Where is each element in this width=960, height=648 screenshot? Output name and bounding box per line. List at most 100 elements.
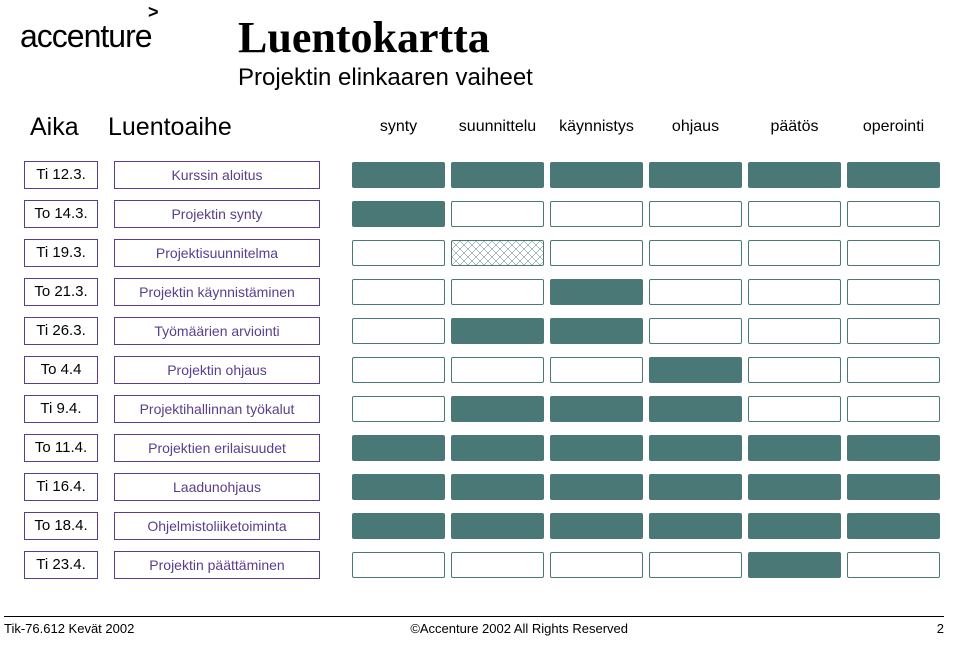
phase-cell [748,357,841,383]
page-subtitle: Projektin elinkaaren vaiheet [238,64,533,92]
date-box: To 4.4 [24,356,98,384]
phase-header: käynnistys [550,118,643,136]
date-box: Ti 16.4. [24,473,98,501]
phase-header: suunnittelu [451,118,544,136]
phase-cell [550,318,643,344]
logo-chevron-icon: > [148,2,157,23]
footer-center: ©Accenture 2002 All Rights Reserved [410,621,628,636]
date-box: To 18.4. [24,512,98,540]
phase-cell [847,513,940,539]
phase-cell [847,318,940,344]
table-row: Ti 16.4. Laadunohjaus [20,467,940,506]
table-row: To 11.4.Projektien erilaisuudet [20,428,940,467]
phase-cell [649,474,742,500]
phase-cell [451,513,544,539]
phase-cell [451,318,544,344]
phase-cell [649,240,742,266]
table-row: Ti 23.4. Projektin päättäminen [20,545,940,584]
phase-cells [338,162,940,188]
phase-cell [451,279,544,305]
phase-cell [352,279,445,305]
phase-cell [550,435,643,461]
phase-cell [352,201,445,227]
phase-cell [352,162,445,188]
phase-cell [847,201,940,227]
phase-cell [550,279,643,305]
phase-cell [451,201,544,227]
phase-cell [847,396,940,422]
phase-cell [550,474,643,500]
phase-cell [451,396,544,422]
topic-box: Projektihallinnan työkalut [114,395,320,423]
topic-box: Projektin ohjaus [114,356,320,384]
phase-cell [748,162,841,188]
phase-cell [847,552,940,578]
table-row: To 21.3. Projektin käynnistäminen [20,272,940,311]
phase-cells [338,513,940,539]
phase-cell [748,279,841,305]
phase-cell [748,318,841,344]
phase-cell [649,201,742,227]
phase-cell [550,513,643,539]
table-header-row: Aika Luentoaihe synty suunnittelu käynni… [20,105,940,149]
phase-cell [352,357,445,383]
footer-page: 2 [904,621,944,636]
phase-cell [748,396,841,422]
topic-box: Projektien erilaisuudet [114,434,320,462]
topic-box: Projektin käynnistäminen [114,278,320,306]
phase-cell [352,318,445,344]
page-title: Luentokartta [238,12,490,63]
phase-cell [649,513,742,539]
phase-cell [748,435,841,461]
phase-cell [748,240,841,266]
table-row: To 14.3.Projektin synty [20,194,940,233]
phase-cells [338,201,940,227]
phase-cells [338,318,940,344]
table-row: To 18.4.Ohjelmistoliiketoiminta [20,506,940,545]
logo-text: accenture [20,18,152,54]
lecture-map-table: Aika Luentoaihe synty suunnittelu käynni… [20,105,940,584]
phase-cell [352,513,445,539]
phase-cell [847,357,940,383]
date-box: To 14.3. [24,200,98,228]
phase-header: ohjaus [649,118,742,136]
phase-cell [847,162,940,188]
footer: Tik-76.612 Kevät 2002 ©Accenture 2002 Al… [4,616,944,636]
date-box: Ti 12.3. [24,161,98,189]
phase-cell [649,162,742,188]
phase-cell [352,474,445,500]
accenture-logo: accenture > [20,18,152,55]
phase-cell [451,474,544,500]
phase-cell [550,396,643,422]
date-box: To 21.3. [24,278,98,306]
phase-header: operointi [847,118,940,136]
phase-cells [338,435,940,461]
topic-box: Laadunohjaus [114,473,320,501]
phase-cell [649,552,742,578]
phase-cell [748,201,841,227]
phase-cell [847,279,940,305]
date-box: Ti 9.4. [24,395,98,423]
phase-cell [748,474,841,500]
date-box: Ti 23.4. [24,551,98,579]
phase-cell [847,474,940,500]
phase-cells [338,240,940,266]
phase-cell [550,357,643,383]
topic-box: Kurssin aloitus [114,161,320,189]
phase-cell [847,435,940,461]
phase-cell [451,240,544,266]
phase-cell [451,552,544,578]
header-aika: Aika [20,113,108,142]
phase-cells [338,396,940,422]
topic-box: Projektin päättäminen [114,551,320,579]
phase-cell [550,201,643,227]
phase-cell [649,435,742,461]
phase-cell [649,318,742,344]
phase-cell [352,396,445,422]
phase-cells [338,552,940,578]
table-row: Ti 19.3.Projektisuunnitelma [20,233,940,272]
header-topic: Luentoaihe [108,113,338,142]
table-row: Ti 26.3.Työmäärien arviointi [20,311,940,350]
phase-cell [451,435,544,461]
phase-cell [451,357,544,383]
